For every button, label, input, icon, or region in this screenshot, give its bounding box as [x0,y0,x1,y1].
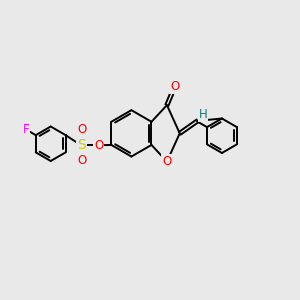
Text: O: O [162,155,172,168]
Text: O: O [77,154,86,167]
Text: O: O [94,139,104,152]
Text: O: O [77,123,86,136]
Text: F: F [23,123,29,136]
Text: H: H [199,108,207,122]
Text: O: O [170,80,179,93]
Text: S: S [76,138,85,152]
